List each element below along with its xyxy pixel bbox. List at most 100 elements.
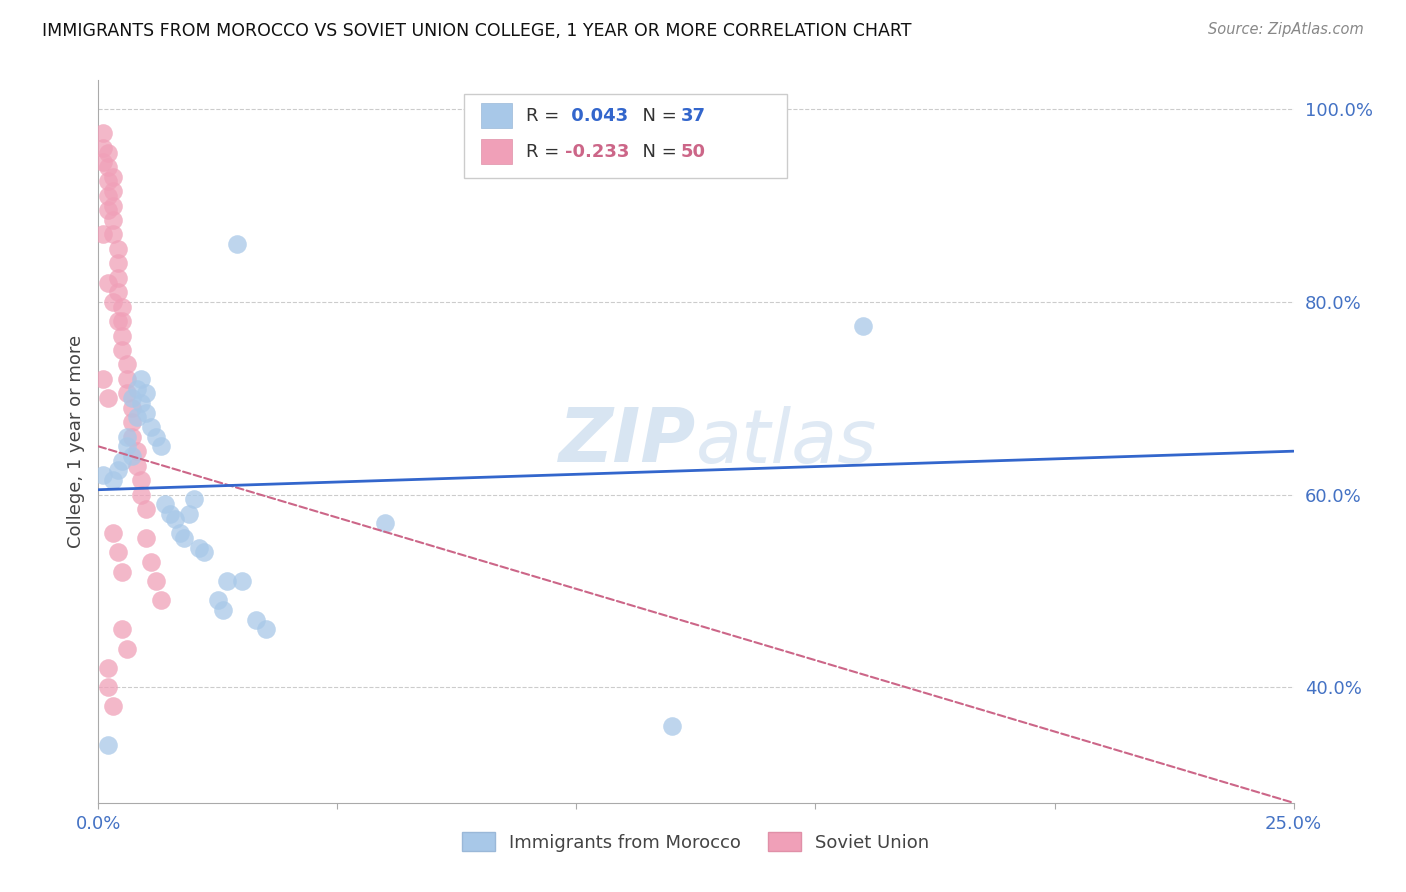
Text: N =: N = <box>631 107 683 125</box>
Text: 37: 37 <box>681 107 706 125</box>
Point <box>135 386 157 401</box>
Point <box>145 574 167 589</box>
Point <box>231 574 253 589</box>
Point <box>101 473 124 487</box>
Point <box>121 391 143 405</box>
Text: 0.043: 0.043 <box>565 107 628 125</box>
Point <box>97 738 120 752</box>
Point <box>163 511 186 525</box>
Point <box>173 531 195 545</box>
Point <box>125 382 148 396</box>
Point <box>97 276 120 290</box>
Point <box>149 593 172 607</box>
Point <box>101 169 124 184</box>
Text: -0.233: -0.233 <box>565 143 630 161</box>
Point <box>111 565 134 579</box>
Point <box>97 189 120 203</box>
Point <box>115 641 138 656</box>
Text: R =: R = <box>526 143 565 161</box>
Point <box>101 198 124 212</box>
Point <box>135 406 157 420</box>
Point <box>97 661 120 675</box>
Point <box>91 141 114 155</box>
Point <box>101 699 124 714</box>
Point <box>125 410 148 425</box>
Point <box>107 463 129 477</box>
Point <box>121 401 143 415</box>
Point <box>111 300 134 314</box>
Point <box>111 454 134 468</box>
Point <box>107 242 129 256</box>
Text: atlas: atlas <box>696 406 877 477</box>
Point <box>115 386 138 401</box>
Point <box>91 372 114 386</box>
Point <box>97 680 120 694</box>
Point <box>107 314 129 328</box>
Point <box>139 420 162 434</box>
Point <box>111 314 134 328</box>
Point <box>101 184 124 198</box>
Point <box>374 516 396 531</box>
Point <box>217 574 239 589</box>
Point <box>135 531 157 545</box>
Point <box>115 358 138 372</box>
Point <box>121 430 143 444</box>
Point <box>183 492 205 507</box>
Point <box>135 502 157 516</box>
Point <box>149 439 172 453</box>
Point <box>121 415 143 429</box>
Point <box>115 372 138 386</box>
Point <box>107 270 129 285</box>
Point <box>245 613 267 627</box>
Point <box>661 719 683 733</box>
Point <box>101 526 124 541</box>
Point <box>97 145 120 160</box>
Point <box>193 545 215 559</box>
Point <box>169 526 191 541</box>
Point <box>97 160 120 174</box>
Point <box>207 593 229 607</box>
Point <box>131 473 153 487</box>
Point <box>97 203 120 218</box>
Text: N =: N = <box>631 143 683 161</box>
Text: 50: 50 <box>681 143 706 161</box>
Point <box>131 372 153 386</box>
Text: Source: ZipAtlas.com: Source: ZipAtlas.com <box>1208 22 1364 37</box>
Point <box>107 256 129 270</box>
Text: ZIP: ZIP <box>558 405 696 478</box>
Point <box>111 623 134 637</box>
Text: IMMIGRANTS FROM MOROCCO VS SOVIET UNION COLLEGE, 1 YEAR OR MORE CORRELATION CHAR: IMMIGRANTS FROM MOROCCO VS SOVIET UNION … <box>42 22 911 40</box>
Y-axis label: College, 1 year or more: College, 1 year or more <box>66 335 84 548</box>
Point <box>121 449 143 463</box>
Point <box>97 391 120 405</box>
Point <box>101 213 124 227</box>
Point <box>91 126 114 140</box>
Point <box>125 444 148 458</box>
Point <box>852 318 875 333</box>
Point <box>145 430 167 444</box>
Point <box>159 507 181 521</box>
Point <box>254 623 277 637</box>
Point <box>131 487 153 501</box>
Point <box>115 430 138 444</box>
Point <box>131 396 153 410</box>
Point <box>107 545 129 559</box>
Point <box>226 237 249 252</box>
Point <box>91 155 114 169</box>
Point <box>91 468 114 483</box>
Point <box>179 507 201 521</box>
Point <box>101 294 124 309</box>
Point <box>91 227 114 242</box>
Point <box>101 227 124 242</box>
Point <box>97 174 120 188</box>
Point <box>139 555 162 569</box>
Point <box>111 328 134 343</box>
Point <box>125 458 148 473</box>
Point <box>211 603 233 617</box>
Text: R =: R = <box>526 107 565 125</box>
Legend: Immigrants from Morocco, Soviet Union: Immigrants from Morocco, Soviet Union <box>456 825 936 859</box>
Point <box>155 497 177 511</box>
Point <box>115 439 138 453</box>
Point <box>187 541 209 555</box>
Point <box>111 343 134 357</box>
